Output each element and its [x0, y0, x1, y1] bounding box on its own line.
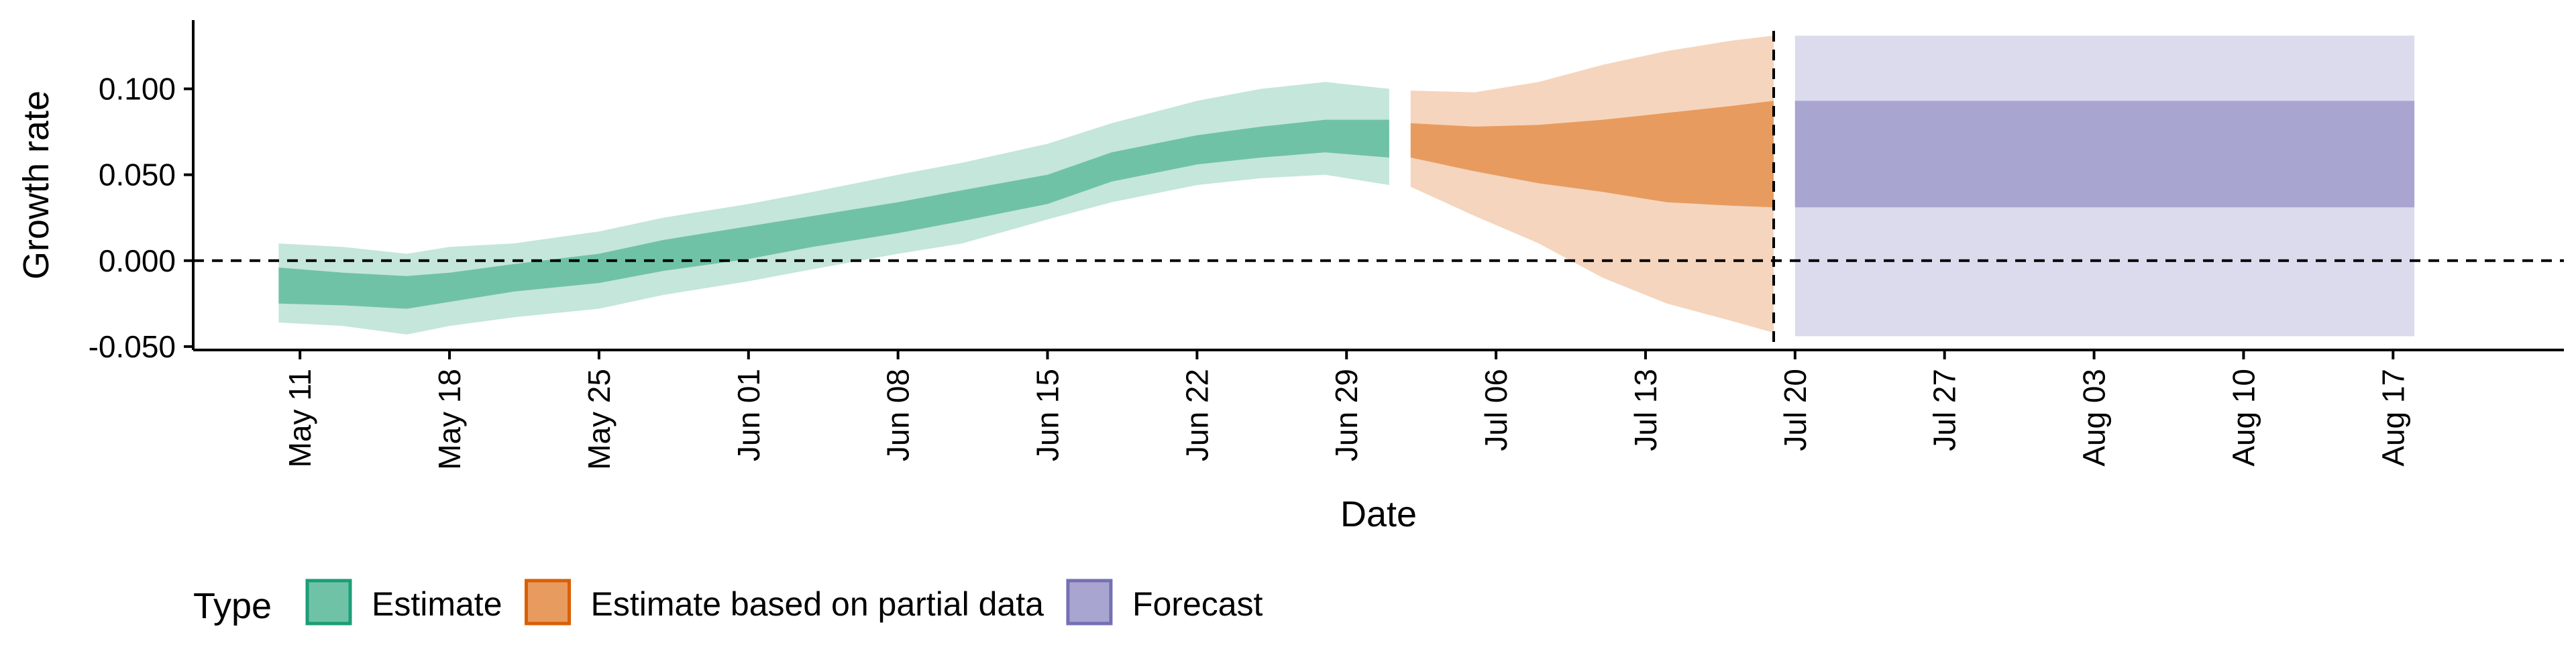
- x-tick-label: Aug 17: [2375, 369, 2410, 467]
- x-tick-label: May 18: [432, 369, 467, 470]
- legend-entry-estimate: Estimate: [305, 579, 502, 626]
- y-axis-ticks: -0.050 0.000 0.050 0.100: [89, 72, 193, 364]
- x-tick-label: May 25: [582, 369, 616, 470]
- y-tick-label: 0.100: [99, 72, 176, 107]
- x-tick-label: Jun 01: [731, 369, 766, 461]
- estimate-based-on-partial-data-inner-band: [1410, 101, 1774, 208]
- legend-swatch: [525, 579, 572, 626]
- legend-label: Estimate: [372, 585, 502, 623]
- axes: -0.050 0.000 0.050 0.100 May 11 May 18 May 25…: [16, 20, 2564, 534]
- series-forecast: [1794, 36, 2415, 337]
- forecast-inner-band: [1794, 101, 2415, 208]
- x-tick-label: Jun 08: [881, 369, 916, 461]
- legend-entry-forecast: Forecast: [1066, 579, 1263, 626]
- legend-label: Estimate based on partial data: [591, 585, 1044, 623]
- x-tick-label: Jul 27: [1927, 369, 1962, 451]
- x-tick-label: Jun 22: [1179, 369, 1214, 461]
- x-axis-title: Date: [1340, 494, 1417, 534]
- x-tick-label: Jun 15: [1030, 369, 1065, 461]
- reference-lines: [193, 31, 2564, 350]
- legend-swatch: [305, 579, 352, 626]
- legend-swatch: [1066, 579, 1113, 626]
- legend-title: Type: [193, 586, 272, 626]
- series-layer: [278, 36, 2415, 337]
- x-tick-label: Jul 20: [1778, 369, 1813, 451]
- x-tick-label: Jul 06: [1479, 369, 1513, 451]
- x-tick-label: May 11: [282, 369, 317, 467]
- legend-label: Forecast: [1132, 585, 1263, 623]
- x-tick-label: Jul 13: [1628, 369, 1663, 451]
- x-tick-label: Jun 29: [1329, 369, 1364, 461]
- legend-entries: Estimate Estimate based on partial data Fo…: [305, 579, 1263, 626]
- x-axis-ticks: May 11 May 18 May 25 Jun 01 Jun 08 Jun 15 Jun …: [282, 350, 2410, 470]
- legend-entry-estimate-based-on-partial-data: Estimate based on partial data: [525, 579, 1044, 626]
- x-tick-label: Aug 03: [2077, 369, 2112, 467]
- series-estimate: [278, 82, 1389, 335]
- estimate-inner-band: [278, 119, 1389, 309]
- series-estimate-based-on-partial-data: [1410, 36, 1774, 333]
- y-tick-label: 0.050: [99, 158, 176, 192]
- y-tick-label: -0.050: [89, 329, 176, 364]
- y-tick-label: 0.000: [99, 243, 176, 278]
- legend: Type Estimate Estimate based on partial d…: [193, 579, 1263, 626]
- x-tick-label: Aug 10: [2226, 369, 2261, 467]
- y-axis-title: Growth rate: [16, 91, 56, 280]
